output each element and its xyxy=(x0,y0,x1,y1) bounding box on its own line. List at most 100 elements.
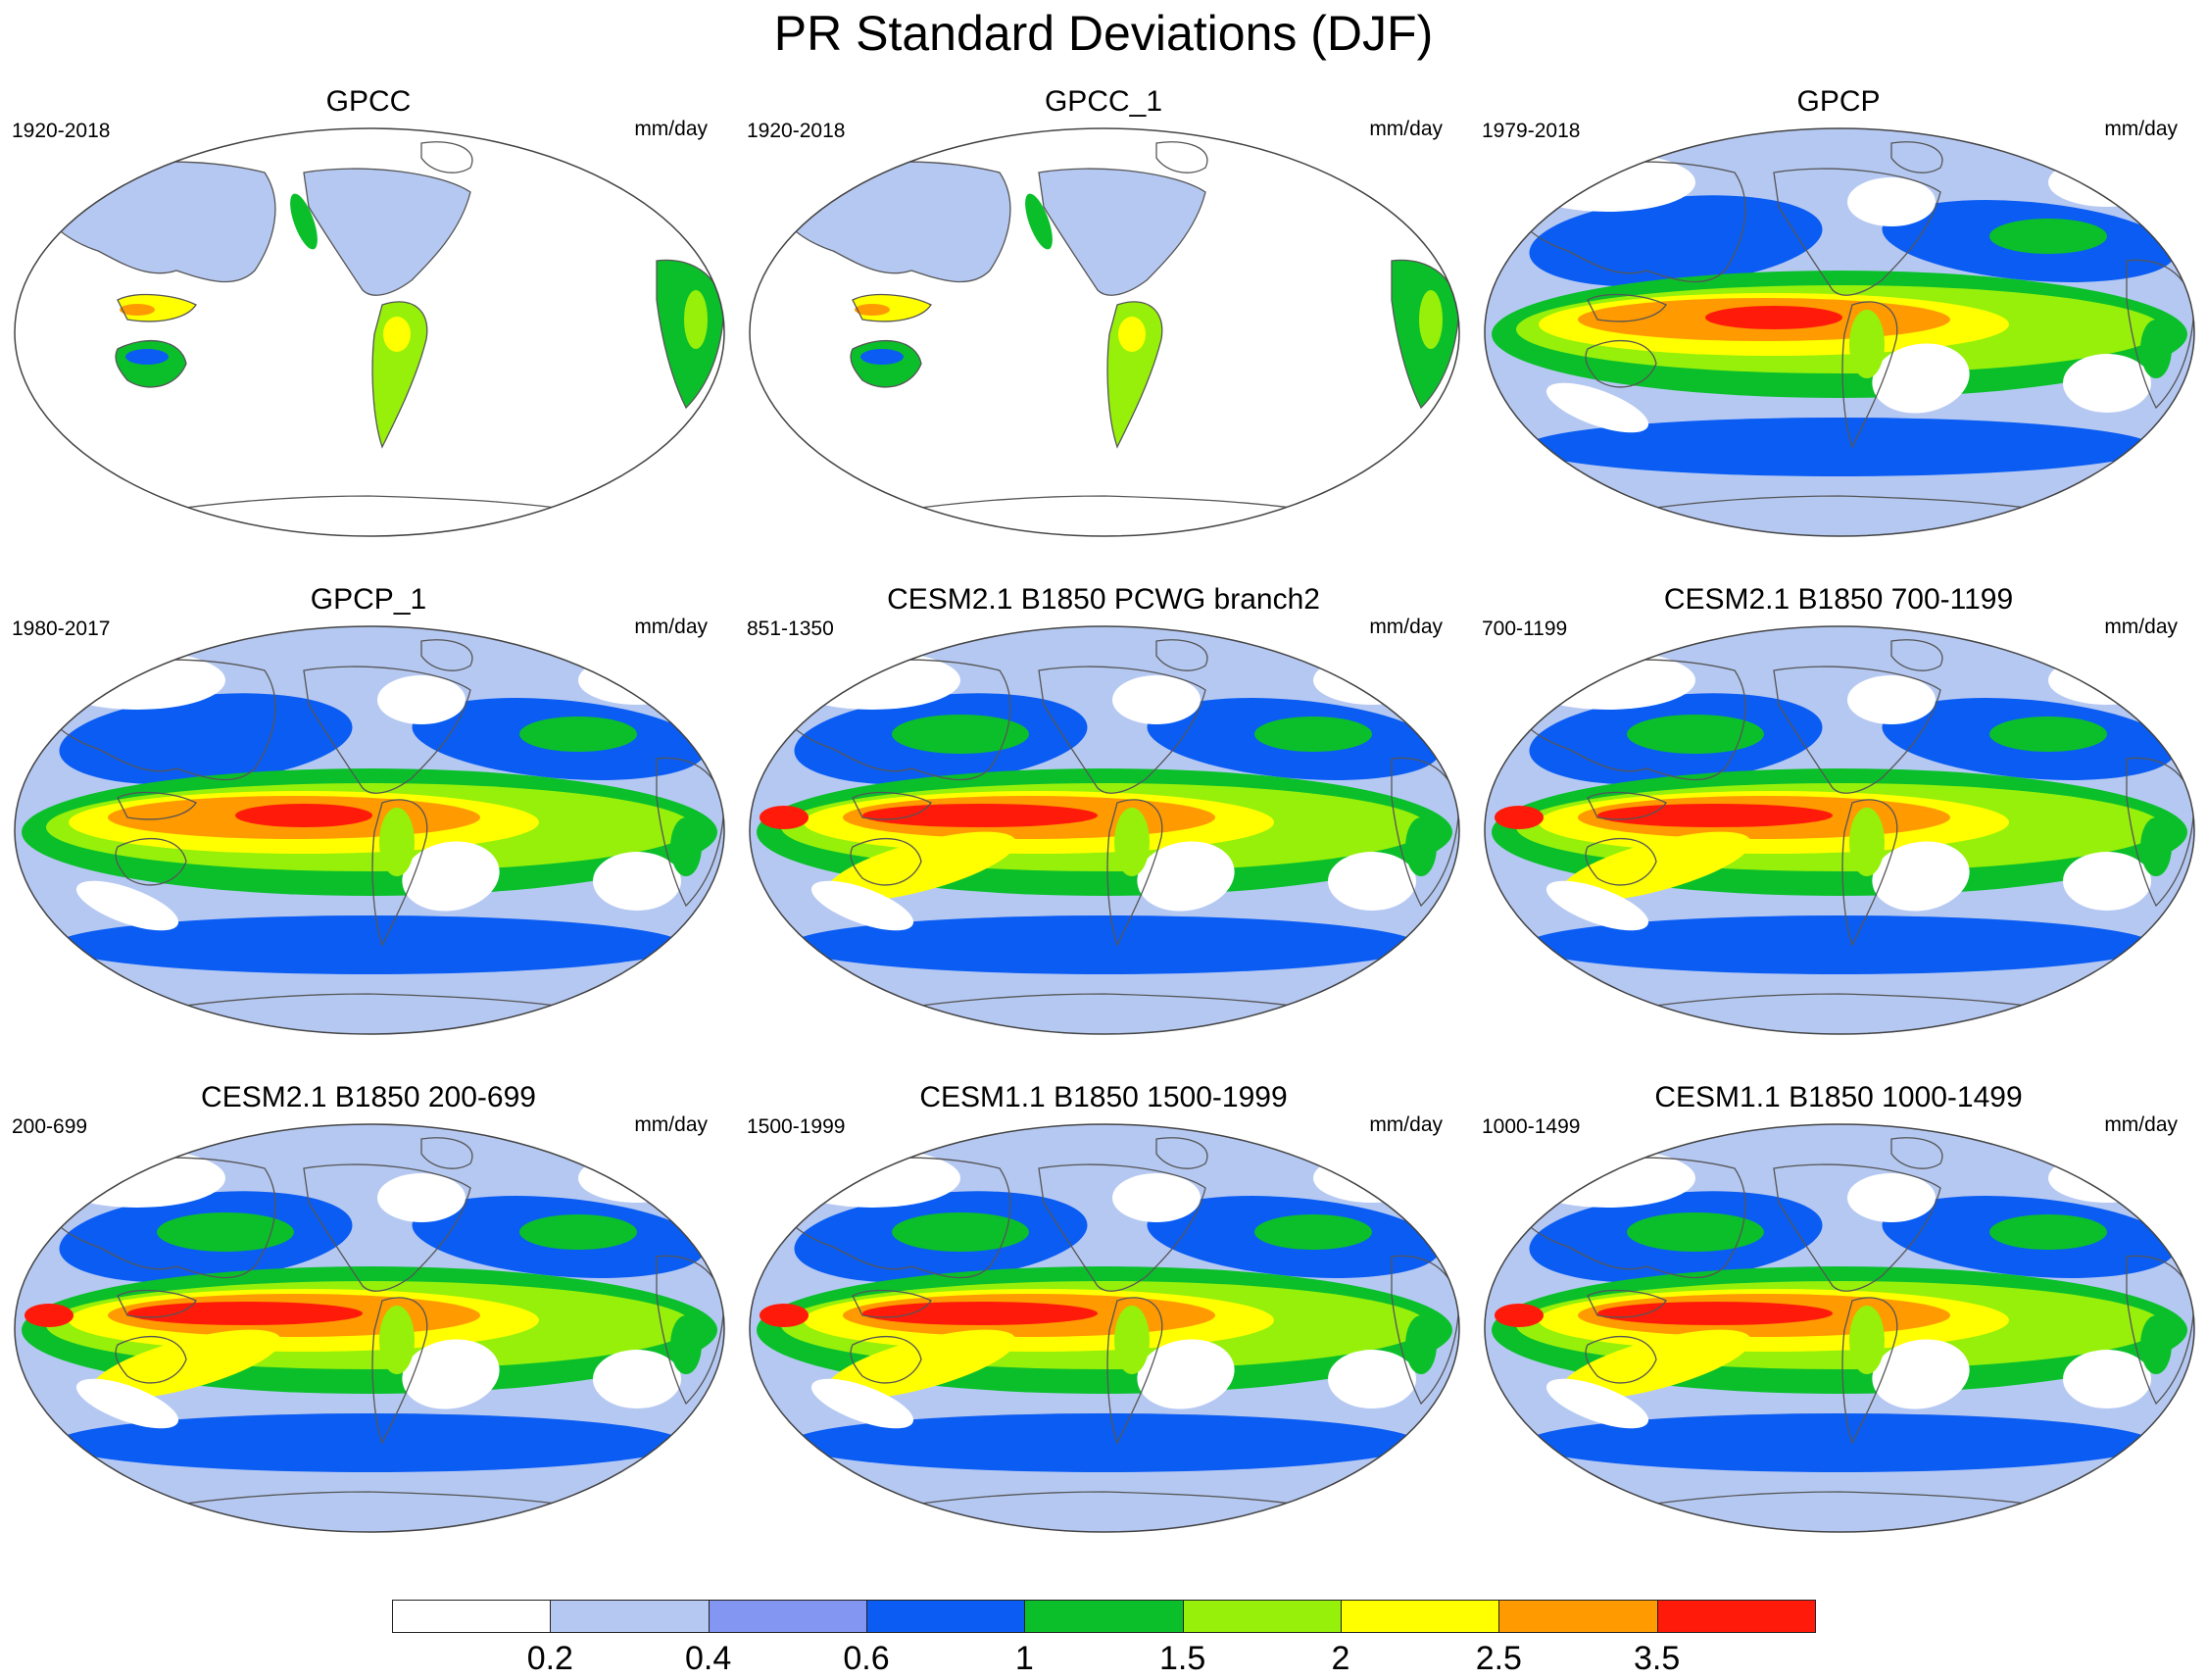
contour-region xyxy=(855,304,890,316)
coast-africa xyxy=(2126,259,2194,410)
contour-region xyxy=(578,656,696,705)
coast-asia xyxy=(1498,1157,1746,1279)
contour-region xyxy=(892,1212,1029,1252)
contour-region xyxy=(2140,817,2172,876)
contour-region xyxy=(1519,651,1695,710)
coast-maritime xyxy=(1587,1289,1667,1318)
contour-region xyxy=(125,349,169,365)
units-label: mm/day xyxy=(1369,616,1443,638)
contour-region xyxy=(157,715,294,754)
coast-namerica xyxy=(1038,168,1206,296)
coast-australia xyxy=(1585,837,1657,886)
contour-region xyxy=(862,804,1098,827)
contour-region xyxy=(784,1149,960,1208)
colorbar xyxy=(392,1600,1816,1633)
coast-maritime xyxy=(117,791,197,820)
contour-region xyxy=(1872,841,1970,912)
map-svg xyxy=(749,625,1460,1035)
map-outline xyxy=(14,127,725,537)
coast-australia xyxy=(1585,339,1657,388)
coast-greenland xyxy=(1155,141,1208,173)
contour-region xyxy=(760,806,809,829)
contour-region xyxy=(290,193,318,250)
contour-region xyxy=(1025,193,1053,250)
contour-region xyxy=(402,1339,500,1409)
contour-region xyxy=(402,841,500,912)
coast-samerica xyxy=(1106,1297,1163,1445)
contour-region xyxy=(1419,290,1443,349)
contour-region xyxy=(1597,1302,1833,1325)
coast-antarctica xyxy=(842,495,1373,521)
coast-greenland xyxy=(420,141,473,173)
contour-region xyxy=(1545,382,1649,433)
coast-australia xyxy=(850,339,922,388)
contour-region xyxy=(377,675,466,724)
contour-region xyxy=(1627,715,1764,754)
coastlines xyxy=(1498,1137,2194,1517)
coast-asia xyxy=(28,659,276,781)
map-outline xyxy=(749,1123,1460,1533)
coast-australia xyxy=(115,837,187,886)
contour-region xyxy=(235,804,372,827)
map-svg xyxy=(1484,1123,2195,1533)
contour-region xyxy=(75,880,179,931)
contour-region xyxy=(1989,219,2107,254)
contour-region xyxy=(593,852,681,911)
map-panel-cesm11-1500-1999: CESM1.1 B1850 1500-1999 1500-1999 mm/day xyxy=(735,1080,1472,1537)
period-label: 1920-2018 xyxy=(12,120,111,142)
coast-africa xyxy=(1391,1255,1459,1406)
coast-australia xyxy=(115,339,187,388)
panel-title: GPCP_1 xyxy=(310,583,427,616)
coast-antarctica xyxy=(1577,1491,2108,1517)
coast-namerica xyxy=(1773,1163,1941,1292)
panel-title: GPCC_1 xyxy=(1044,85,1163,118)
contour-region xyxy=(1705,306,1842,329)
coast-maritime xyxy=(852,1289,932,1318)
coast-greenland xyxy=(1890,639,1943,671)
coastlines xyxy=(28,141,724,521)
contour-region xyxy=(1405,1315,1437,1374)
shaded-field xyxy=(750,128,1459,536)
coast-antarctica xyxy=(107,495,638,521)
coast-namerica xyxy=(1038,666,1206,794)
contour-region xyxy=(1847,675,1936,724)
contour-region xyxy=(2048,158,2166,207)
map-projection xyxy=(10,124,729,541)
coastlines xyxy=(1498,639,2194,1019)
colorbar-swatch xyxy=(708,1600,867,1633)
colorbar-swatch xyxy=(1024,1600,1184,1633)
map-projection xyxy=(1480,1119,2199,1537)
contour-region xyxy=(2048,656,2166,705)
coast-maritime xyxy=(852,293,932,322)
coast-namerica xyxy=(303,168,471,296)
contour-region xyxy=(791,1413,1418,1472)
map-outline xyxy=(749,625,1460,1035)
contour-region xyxy=(519,1214,637,1250)
coast-maritime xyxy=(117,1289,197,1318)
contour-region xyxy=(1545,880,1649,931)
colorbar-labels: 0.2 0.4 0.6 1 1.5 2 2.5 3.5 xyxy=(0,1639,2207,1678)
contour-region xyxy=(519,716,637,752)
coast-asia xyxy=(763,659,1011,781)
map-outline xyxy=(14,625,725,1035)
map-panel-cesm21-pcwg-branch2: CESM2.1 B1850 PCWG branch2 851-1350 mm/d… xyxy=(735,582,1472,1039)
map-outline xyxy=(749,127,1460,537)
coast-africa xyxy=(656,1255,724,1406)
contour-region xyxy=(1313,1154,1431,1203)
contour-region xyxy=(2063,1350,2151,1408)
contour-region xyxy=(1627,1212,1764,1252)
contour-region xyxy=(684,290,708,349)
coast-africa xyxy=(656,757,724,908)
period-label: 700-1199 xyxy=(1482,618,1568,640)
coast-namerica xyxy=(303,666,471,794)
coast-samerica xyxy=(1841,301,1898,449)
contour-region xyxy=(127,1302,363,1325)
coast-samerica xyxy=(1106,799,1163,947)
panel-title: GPCC xyxy=(325,85,412,118)
coast-namerica xyxy=(1038,1163,1206,1292)
map-outline xyxy=(1484,1123,2195,1533)
coastlines xyxy=(763,141,1459,521)
coast-greenland xyxy=(1155,1137,1208,1169)
coast-greenland xyxy=(420,1137,473,1169)
map-projection xyxy=(10,1119,729,1537)
